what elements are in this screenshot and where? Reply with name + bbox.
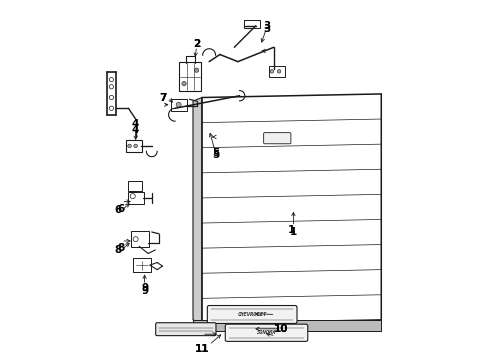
Text: 3: 3 — [263, 24, 270, 35]
Text: 8: 8 — [114, 245, 122, 255]
Text: 9: 9 — [141, 283, 148, 293]
Circle shape — [277, 69, 281, 73]
Text: 6: 6 — [114, 206, 122, 216]
FancyBboxPatch shape — [270, 66, 285, 77]
Text: 1: 1 — [288, 225, 295, 235]
Text: 8: 8 — [118, 243, 125, 253]
Text: CHEVROLET: CHEVROLET — [238, 312, 267, 317]
FancyBboxPatch shape — [225, 324, 308, 341]
Circle shape — [195, 68, 199, 72]
Text: 9: 9 — [141, 286, 148, 296]
Text: 4: 4 — [132, 125, 139, 135]
FancyBboxPatch shape — [264, 133, 291, 144]
Text: 4: 4 — [132, 120, 139, 129]
FancyBboxPatch shape — [126, 140, 142, 152]
FancyBboxPatch shape — [245, 20, 260, 28]
FancyBboxPatch shape — [171, 99, 187, 111]
FancyBboxPatch shape — [128, 192, 144, 204]
Circle shape — [128, 144, 131, 148]
Text: 10: 10 — [273, 324, 288, 334]
Text: 11: 11 — [195, 344, 209, 354]
Text: 1: 1 — [290, 227, 297, 237]
Text: 11: 11 — [195, 343, 209, 354]
Circle shape — [182, 81, 186, 86]
FancyBboxPatch shape — [207, 306, 297, 323]
Text: 3: 3 — [263, 21, 270, 31]
Text: 2: 2 — [193, 39, 200, 49]
Text: 7: 7 — [159, 93, 166, 103]
Text: 5: 5 — [213, 148, 220, 158]
Text: 6: 6 — [118, 204, 125, 214]
Circle shape — [270, 69, 274, 73]
FancyBboxPatch shape — [179, 62, 201, 91]
Text: 10: 10 — [273, 324, 288, 334]
Text: 2: 2 — [193, 39, 200, 49]
Polygon shape — [193, 98, 202, 323]
FancyBboxPatch shape — [156, 323, 216, 336]
Circle shape — [134, 144, 137, 148]
FancyBboxPatch shape — [131, 231, 149, 247]
Text: SONOMA: SONOMA — [257, 330, 276, 335]
Circle shape — [176, 102, 181, 107]
Polygon shape — [193, 320, 381, 330]
FancyBboxPatch shape — [133, 258, 151, 272]
FancyBboxPatch shape — [128, 181, 142, 192]
Text: 5: 5 — [213, 150, 220, 160]
Text: 7: 7 — [159, 93, 166, 103]
